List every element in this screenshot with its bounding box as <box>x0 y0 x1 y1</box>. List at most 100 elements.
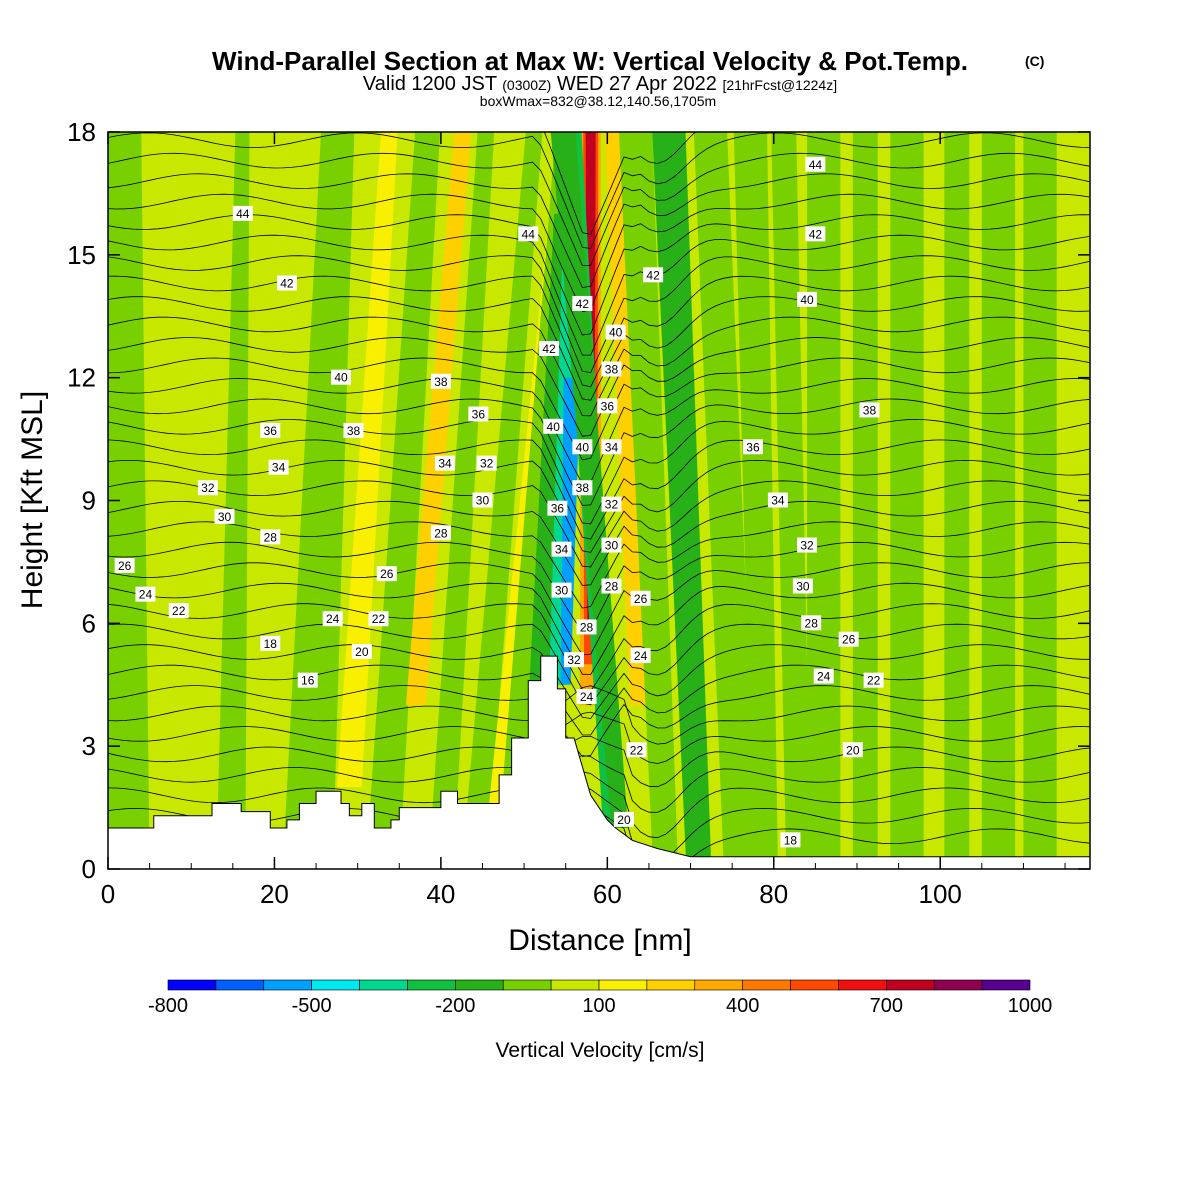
contour-label-text: 36 <box>264 424 278 438</box>
y-tick-label: 3 <box>82 731 96 761</box>
contour-label-text: 36 <box>601 399 615 413</box>
colorbar-swatch <box>886 979 935 991</box>
contour-label-bg <box>767 492 788 508</box>
isentrope-line <box>108 193 1090 313</box>
isentrope-line <box>108 296 1090 401</box>
x-tick-label: 0 <box>101 879 115 909</box>
velocity-band <box>618 132 679 869</box>
velocity-band <box>981 132 1016 869</box>
contour-label-text: 42 <box>576 297 590 311</box>
contour-label-bg <box>135 586 156 602</box>
contour-label-bg <box>551 582 572 598</box>
isentrope-line <box>108 755 1090 813</box>
contour-label-bg <box>260 422 281 438</box>
colorbar: -800 -500 -200 100 400 700 1000 <box>148 979 1052 1017</box>
contour-label-text: 22 <box>867 674 881 688</box>
contour-label-text: 30 <box>605 539 619 553</box>
contour-label-text: 40 <box>334 371 348 385</box>
velocity-band <box>560 377 581 685</box>
isentrope-line <box>108 214 1090 336</box>
contour-label-bg <box>576 689 597 705</box>
contour-label: 24 <box>576 689 597 705</box>
contour-label-bg <box>859 402 880 418</box>
isentrope-line <box>108 603 1090 692</box>
contour-label: 36 <box>468 406 489 422</box>
contour-label: 24 <box>630 648 651 664</box>
contour-label: 34 <box>601 439 622 455</box>
contour-label-bg <box>343 422 364 438</box>
contour-labels: 44 42 40 38 36 34 32 30 28 26 24 22 18 16 24 22 20 26 28 38… <box>114 156 884 848</box>
velocity-band <box>245 132 271 869</box>
isentrope-line <box>108 275 1090 388</box>
contour-label: 20 <box>842 742 863 758</box>
contour-label: 32 <box>197 480 218 496</box>
x-tick-label: 20 <box>260 879 289 909</box>
contour-label: 44 <box>232 205 253 221</box>
velocity-band <box>771 132 812 869</box>
contour-label-text: 28 <box>605 579 619 593</box>
contour-label: 20 <box>351 643 372 659</box>
colorbar-swatch <box>167 979 217 991</box>
contour-label: 24 <box>135 586 156 602</box>
contour-label-bg <box>331 369 352 385</box>
contour-label-text: 20 <box>617 813 631 827</box>
contour-label: 22 <box>168 603 189 619</box>
contour-label: 40 <box>605 324 626 340</box>
contour-label-text: 32 <box>201 481 215 495</box>
contour-label-bg <box>838 631 859 647</box>
x-tick-label: 100 <box>919 879 962 909</box>
contour-label-text: 28 <box>264 530 278 544</box>
contour-label: 40 <box>572 439 593 455</box>
colorbar-swatch <box>838 979 887 991</box>
colorbar-swatch <box>359 979 408 991</box>
contour-label-bg <box>268 459 289 475</box>
contour-label-text: 30 <box>218 510 232 524</box>
contour-label: 16 <box>297 672 318 688</box>
contour-label-text: 44 <box>522 227 536 241</box>
velocity-band <box>428 132 495 869</box>
x-tick-label: 60 <box>593 879 622 909</box>
contour-label-bg <box>742 439 763 455</box>
terrain-mask <box>108 655 1090 869</box>
contour-label-text: 18 <box>264 637 278 651</box>
contour-label: 34 <box>767 492 788 508</box>
contour-label: 34 <box>268 459 289 475</box>
contour-label-text: 18 <box>784 833 798 847</box>
valid-fcst: [21hrFcst@1224z] <box>723 77 838 93</box>
contour-label-bg <box>613 811 634 827</box>
chart-title: Wind-Parallel Section at Max W: Vertical… <box>212 46 968 76</box>
isentrope-line <box>108 787 1090 861</box>
isentrope-line <box>108 582 1090 675</box>
contour-label-bg <box>539 341 560 357</box>
contour-label-text: 24 <box>634 649 648 663</box>
colorbar-tick-label: -500 <box>292 995 332 1017</box>
contour-label-bg <box>842 742 863 758</box>
x-tick-label: 40 <box>426 879 455 909</box>
contour-label-bg <box>797 537 818 553</box>
contour-label-text: 40 <box>800 293 814 307</box>
valid-prefix: Valid 1200 JST <box>363 73 497 95</box>
contour-label-bg <box>468 406 489 422</box>
contour-label-text: 28 <box>434 526 448 540</box>
contour-label-bg <box>476 455 497 471</box>
contour-label: 42 <box>572 295 593 311</box>
contour-label-bg <box>801 615 822 631</box>
contour-label: 22 <box>368 611 389 627</box>
contour-label-text: 38 <box>576 481 590 495</box>
contour-label: 30 <box>551 582 572 598</box>
contour-label-bg <box>351 643 372 659</box>
velocity-band <box>944 132 970 869</box>
contour-label-text: 40 <box>547 420 561 434</box>
contour-label-text: 42 <box>542 342 556 356</box>
contour-label: 36 <box>742 439 763 455</box>
velocity-band <box>733 132 778 869</box>
plot-area: 44 42 40 38 36 34 32 30 28 26 24 22 18 16 24 22 20 26 28 38… <box>108 132 1090 869</box>
colorbar-swatch <box>981 979 1031 991</box>
contour-label-bg <box>551 541 572 557</box>
colorbar-swatch <box>407 979 456 991</box>
colorbar-label: Vertical Velocity [cm/s] <box>496 1039 705 1062</box>
contour-label: 24 <box>322 611 343 627</box>
colorbar-swatch <box>694 979 743 991</box>
contour-label-bg <box>601 439 622 455</box>
